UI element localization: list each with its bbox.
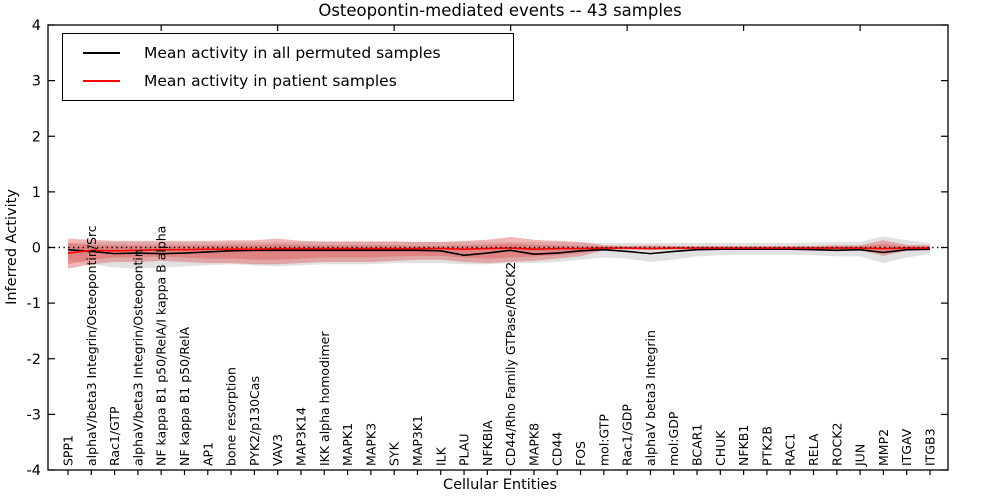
x-tick-label: IKK alpha homodimer <box>317 331 332 466</box>
x-tick-label: SYK <box>387 441 402 466</box>
x-tick-label: FOS <box>573 441 588 466</box>
legend-item-permuted: Mean activity in all permuted samples <box>71 39 505 67</box>
x-tick-label: Rac1/GTP <box>107 406 122 466</box>
x-tick-label: MAPK1 <box>340 423 355 466</box>
x-tick-label: AP1 <box>200 442 215 466</box>
y-tick-label: 0 <box>32 241 41 257</box>
x-tick-label: VAV3 <box>270 434 285 466</box>
x-tick-label: BCAR1 <box>690 424 705 466</box>
legend-item-patient: Mean activity in patient samples <box>71 67 505 95</box>
x-tick-label: alphaV beta3 Integrin <box>643 330 658 466</box>
band-patient-samples-range-outer <box>68 236 930 269</box>
patient-mean-line <box>67 247 930 254</box>
x-tick-label: CHUK <box>713 430 728 466</box>
x-tick-label: NF kappa B1 p50/RelA/I kappa B alpha <box>154 226 169 466</box>
y-tick-label: 2 <box>32 129 41 145</box>
x-tick-label: ILK <box>433 446 448 466</box>
x-tick-label: mol:GTP <box>596 414 611 466</box>
x-tick-label: CD44/Rho Family GTPase/ROCK2 <box>503 262 518 466</box>
x-tick-label: MAP3K14 <box>293 407 308 466</box>
x-tick-label: SPP1 <box>61 435 76 466</box>
x-tick-label: NFKBIA <box>480 420 495 466</box>
permuted-mean-line <box>67 248 931 257</box>
x-tick-label: PYK2/p130Cas <box>247 376 262 466</box>
x-tick-label: ITGB3 <box>923 428 938 466</box>
chart-title: Osteopontin-mediated events -- 43 sample… <box>318 1 682 20</box>
y-tick-label: -2 <box>27 352 41 368</box>
x-tick-label: alphaV/beta3 Integrin/Osteopontin <box>130 249 145 466</box>
legend-label-permuted: Mean activity in all permuted samples <box>144 44 441 62</box>
legend: Mean activity in all permuted samples Me… <box>62 33 514 101</box>
x-tick-label: MMP2 <box>876 429 891 466</box>
x-tick-label: RELA <box>806 433 821 466</box>
x-tick-label: NF kappa B1 p50/RelA <box>177 326 192 466</box>
x-axis-label: Cellular Entities <box>442 477 558 493</box>
permuted-line-swatch <box>83 52 120 54</box>
y-tick-label: 4 <box>32 18 41 34</box>
x-tick-label: bone resorption <box>224 367 239 466</box>
x-tick-label: MAPK8 <box>526 423 541 466</box>
band-permuted-samples-range <box>68 236 930 269</box>
y-tick-label: 3 <box>32 74 41 90</box>
x-tick-label: PTK2B <box>759 426 774 466</box>
x-tick-label: JUN <box>853 444 868 467</box>
x-tick-label: alphaV/beta3 Integrin/Osteopontin/Src <box>84 225 99 466</box>
x-tick-label: MAPK3 <box>363 423 378 466</box>
y-tick-label: -3 <box>27 407 41 423</box>
y-tick-label: 1 <box>32 185 41 201</box>
x-tick-label: RAC1 <box>783 433 798 466</box>
x-tick-label: ITGAV <box>899 428 914 466</box>
y-tick-label: -4 <box>27 463 41 479</box>
legend-label-patient: Mean activity in patient samples <box>144 72 397 90</box>
x-tick-label: Rac1/GDP <box>620 404 635 466</box>
x-tick-label: NFKB1 <box>736 425 751 466</box>
x-tick-label: MAP3K1 <box>410 415 425 466</box>
x-tick-label: ROCK2 <box>829 423 844 466</box>
x-tick-label: PLAU <box>457 434 472 467</box>
x-tick-label: CD44 <box>550 432 565 466</box>
y-tick-label: -1 <box>27 296 41 312</box>
x-tick-label: mol:GDP <box>666 411 681 466</box>
patient-line-swatch <box>83 80 120 82</box>
